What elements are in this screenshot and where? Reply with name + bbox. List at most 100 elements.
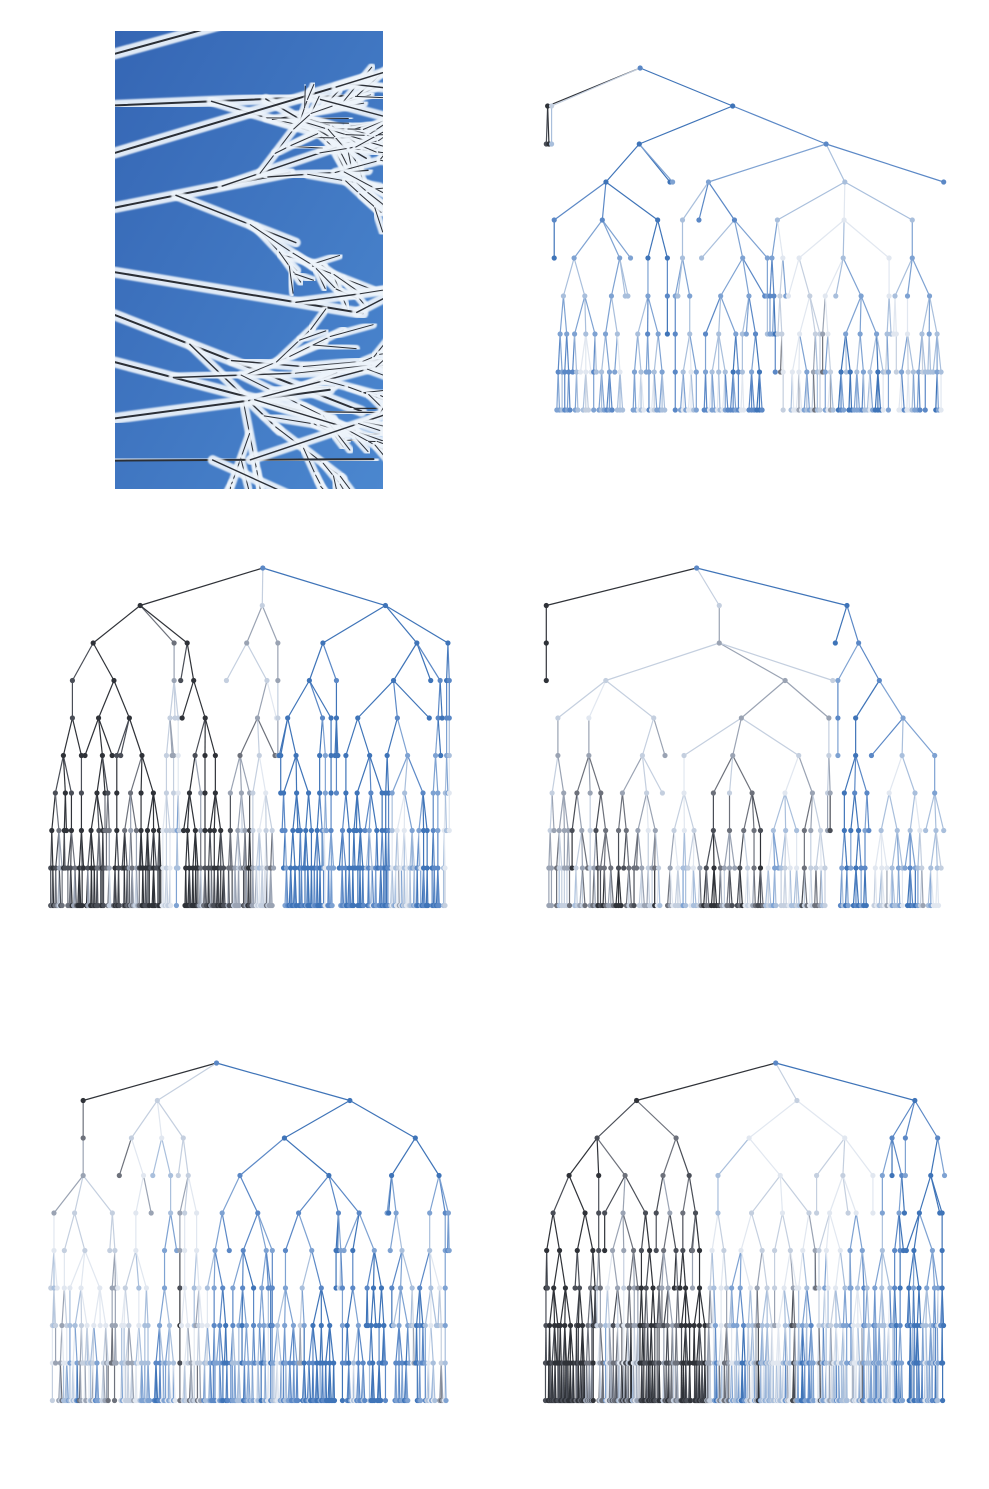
tree-edge — [732, 717, 742, 756]
tree-node — [631, 902, 637, 909]
tree-edge — [551, 792, 555, 831]
tree-edge — [584, 295, 587, 335]
tree-node — [556, 827, 562, 834]
tree-node — [667, 865, 673, 871]
tree-node — [759, 407, 765, 413]
tree-edge — [422, 867, 426, 906]
tree-node — [826, 715, 832, 721]
tree-node — [592, 331, 598, 337]
tree-edge — [114, 1250, 119, 1289]
tree-node — [933, 827, 939, 834]
tree-edge — [99, 1287, 107, 1326]
tree-edge — [743, 830, 749, 869]
tree-edge — [158, 1325, 164, 1364]
tree-edge — [222, 1287, 227, 1326]
tree-edge — [683, 792, 695, 831]
tree-node — [428, 1322, 434, 1329]
tree-node — [112, 1247, 118, 1254]
tree-edge — [568, 1175, 586, 1214]
tree-node — [335, 1210, 342, 1216]
tree-edge — [740, 680, 786, 719]
tree-node — [382, 1397, 389, 1404]
tree-edge — [418, 792, 424, 831]
tree-node — [420, 865, 427, 871]
tree-edge — [611, 1212, 624, 1251]
tree-edge — [720, 295, 737, 335]
tree-node — [244, 640, 250, 646]
tree-edge — [209, 1362, 213, 1401]
tree-edge — [209, 792, 216, 831]
tree-node — [182, 1210, 188, 1216]
tree-edge — [598, 1250, 601, 1289]
tree-edge — [210, 867, 213, 906]
tree-node — [129, 1360, 135, 1366]
tree-node — [180, 1135, 186, 1141]
tree-node — [427, 1247, 433, 1254]
tree-edge — [366, 1250, 375, 1289]
tree-node — [379, 827, 385, 834]
tree-edge — [305, 792, 310, 831]
tree-node — [445, 640, 451, 646]
tree-node — [722, 369, 728, 375]
tree-edge — [579, 333, 587, 373]
tree-node — [354, 790, 360, 796]
tree-node — [137, 602, 143, 609]
tree-edge — [369, 755, 383, 794]
tree-edge — [390, 1175, 397, 1214]
tree-node — [56, 827, 62, 834]
tree-node — [556, 1247, 563, 1254]
tree-node — [934, 865, 940, 871]
tree-node — [122, 827, 128, 834]
tree-edge — [184, 1362, 187, 1401]
tree-edge — [732, 371, 737, 411]
tree-node — [232, 865, 238, 871]
tree-edge — [237, 792, 243, 831]
tree-edge — [932, 333, 938, 373]
tree-node — [339, 1397, 346, 1404]
tree-edge — [617, 867, 622, 906]
tree-node — [51, 1247, 57, 1254]
tree-edge — [767, 867, 772, 906]
twig — [346, 82, 383, 89]
tree-node — [148, 1210, 154, 1216]
tree-edge — [427, 1362, 431, 1401]
tree-node — [807, 293, 813, 299]
tree-node — [133, 1210, 139, 1216]
tree-node — [904, 331, 911, 337]
tree-edge — [705, 830, 714, 869]
tree-node — [598, 369, 605, 375]
tree-edge — [855, 830, 860, 869]
tree-node — [185, 1172, 191, 1179]
tree-edge — [911, 257, 931, 297]
tree-edge — [843, 219, 890, 259]
tree-edge — [576, 1250, 581, 1289]
tree-node — [263, 790, 269, 796]
tree-node — [909, 217, 915, 223]
tree-node — [240, 1285, 246, 1291]
tree-edge — [653, 371, 658, 411]
tree-edge — [880, 830, 888, 869]
tree-edge — [69, 1250, 86, 1289]
tree-edge — [129, 755, 143, 794]
tree-edge — [157, 1062, 217, 1102]
tree-edge — [689, 333, 697, 373]
tree-node — [170, 1360, 177, 1366]
tree-edge — [127, 1362, 130, 1401]
tree-edge — [321, 1362, 324, 1401]
tree-node — [80, 1135, 86, 1141]
tree-node — [862, 827, 868, 834]
tree-edge — [407, 1325, 410, 1364]
tree-edge — [574, 1250, 578, 1289]
tree-edge — [828, 755, 831, 794]
tree-node — [306, 677, 312, 684]
tree-node — [596, 1247, 602, 1254]
tree-node — [562, 1322, 568, 1329]
tree-edge — [61, 1287, 65, 1326]
tree-edge — [398, 1287, 402, 1326]
tree-node — [886, 790, 892, 796]
tree-node — [652, 865, 658, 871]
tree-edge — [389, 1212, 397, 1251]
tree-edge — [789, 867, 793, 906]
tree-node — [150, 827, 157, 834]
tree-node — [374, 827, 380, 834]
